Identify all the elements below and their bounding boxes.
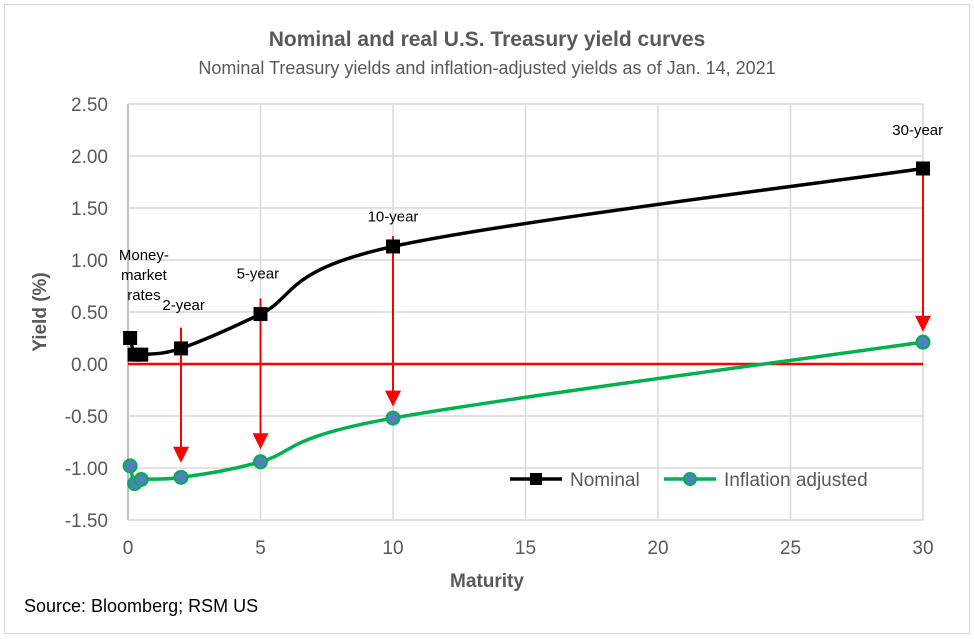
x-tick-label: 10 [382,538,403,559]
y-tick-label: 0.00 [71,355,108,376]
legend-marker-nominal [530,473,542,485]
legend-label: Inflation adjusted [724,470,868,491]
x-tick-label: 25 [780,538,801,559]
chart-subtitle: Nominal Treasury yields and inflation-ad… [198,58,776,78]
y-tick-label: -1.00 [65,459,108,480]
annotation-label: market [121,267,168,284]
chart-title: Nominal and real U.S. Treasury yield cur… [268,28,706,51]
y-tick-label: 1.50 [71,199,108,220]
y-tick-label: -1.50 [65,511,108,532]
legend-label: Nominal [570,470,640,491]
nominal-point [386,239,400,254]
nominal-point [174,341,188,356]
inflation-adjusted-point [915,334,931,350]
inflation-adjusted-point [385,410,401,426]
chart-frame [4,4,970,634]
y-tick-label: -0.50 [65,407,108,428]
annotation-label: 2-year [162,297,205,314]
source-note: Source: Bloomberg; RSM US [24,596,259,616]
y-tick-label: 2.50 [71,95,108,116]
annotation-label: 10-year [368,209,419,226]
inflation-adjusted-point [253,454,268,470]
series-line-nominal [128,166,924,358]
inflation-adjusted-point [173,469,189,485]
annotation-label: rates [127,287,160,304]
annotation-label: Money- [119,247,169,264]
y-tick-label: 2.00 [71,147,108,168]
nominal-point [916,161,930,176]
x-tick-label: 0 [123,538,134,559]
nominal-point [253,307,268,322]
arrow-head [915,315,931,332]
arrow-head [385,390,401,407]
annotation-label: 5-year [237,266,280,283]
y-axis-title: Yield (%) [30,272,51,352]
x-tick-label: 20 [647,538,668,559]
nominal-point [123,331,138,345]
x-tick-label: 5 [255,538,266,559]
arrow-head [252,433,269,450]
x-tick-label: 15 [515,538,536,559]
inflation-adjusted-point [133,471,149,487]
x-tick-label: 30 [912,538,933,559]
arrow-head [173,446,189,463]
nominal-point [134,347,149,362]
x-axis-title: Maturity [450,571,524,592]
legend-marker-inflation-adjusted [683,472,697,486]
y-tick-label: 1.00 [71,251,108,272]
inflation-adjusted-point [122,458,138,474]
annotation-label: 30-year [892,122,943,139]
y-tick-label: 0.50 [71,303,108,324]
